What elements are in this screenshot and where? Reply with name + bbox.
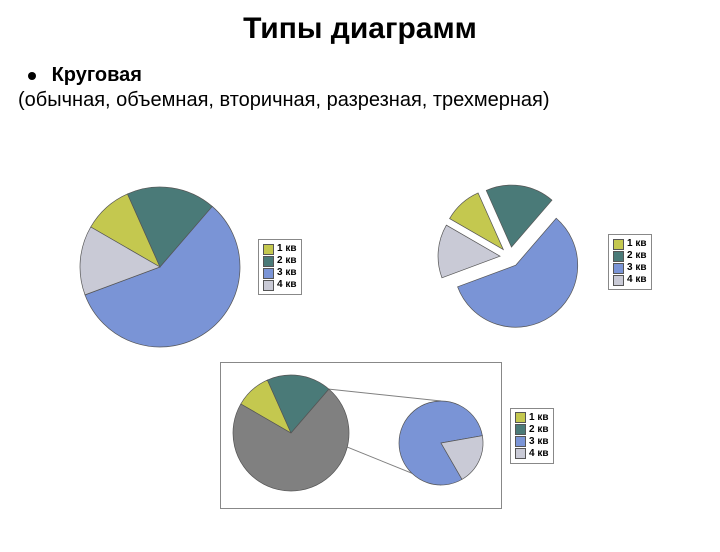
legend-label: 1 кв — [529, 412, 549, 424]
legend-row: 3 кв — [515, 436, 549, 448]
legend-swatch — [613, 263, 624, 274]
bullet-item: Круговая — [28, 64, 720, 87]
legend-label: 4 кв — [529, 448, 549, 460]
subtypes-text: (обычная, объемная, вторичная, разрезная… — [18, 89, 720, 112]
legend-label: 4 кв — [627, 274, 647, 286]
legend-row: 2 кв — [263, 255, 297, 267]
legend-swatch — [263, 280, 274, 291]
legend-label: 2 кв — [529, 424, 549, 436]
legend-swatch — [515, 448, 526, 459]
pie-secondary-chart — [220, 362, 502, 509]
legend-swatch — [263, 268, 274, 279]
legend-swatch — [515, 424, 526, 435]
legend-row: 2 кв — [515, 424, 549, 436]
page-title: Типы диаграмм — [0, 12, 720, 46]
legend-swatch — [613, 239, 624, 250]
legend-row: 1 кв — [263, 243, 297, 255]
legend-label: 1 кв — [277, 243, 297, 255]
legend-row: 4 кв — [613, 274, 647, 286]
legend-secondary: 1 кв2 кв3 кв4 кв — [510, 408, 554, 464]
legend-swatch — [263, 244, 274, 255]
bullet-label: Круговая — [52, 64, 142, 86]
bullet-icon — [28, 72, 36, 80]
legend-label: 3 кв — [277, 267, 297, 279]
pie-basic-block: 1 кв2 кв3 кв4 кв — [70, 177, 302, 357]
legend-swatch — [613, 275, 624, 286]
legend-label: 2 кв — [627, 250, 647, 262]
legend-row: 4 кв — [515, 448, 549, 460]
legend-row: 3 кв — [263, 267, 297, 279]
pie-basic-chart — [70, 177, 250, 357]
legend-row: 4 кв — [263, 279, 297, 291]
legend-row: 2 кв — [613, 250, 647, 262]
legend-swatch — [263, 256, 274, 267]
legend-row: 3 кв — [613, 262, 647, 274]
legend-label: 3 кв — [529, 436, 549, 448]
legend-label: 2 кв — [277, 255, 297, 267]
legend-swatch — [515, 412, 526, 423]
pie-exploded-block: 1 кв2 кв3 кв4 кв — [430, 177, 652, 347]
legend-label: 4 кв — [277, 279, 297, 291]
legend-row: 1 кв — [515, 412, 549, 424]
legend-label: 3 кв — [627, 262, 647, 274]
legend-row: 1 кв — [613, 238, 647, 250]
legend-swatch — [515, 436, 526, 447]
legend-basic: 1 кв2 кв3 кв4 кв — [258, 239, 302, 295]
legend-label: 1 кв — [627, 238, 647, 250]
legend-swatch — [613, 251, 624, 262]
pie-exploded-chart — [430, 177, 600, 347]
legend-exploded: 1 кв2 кв3 кв4 кв — [608, 234, 652, 290]
pie-secondary-block: 1 кв2 кв3 кв4 кв — [220, 362, 554, 509]
